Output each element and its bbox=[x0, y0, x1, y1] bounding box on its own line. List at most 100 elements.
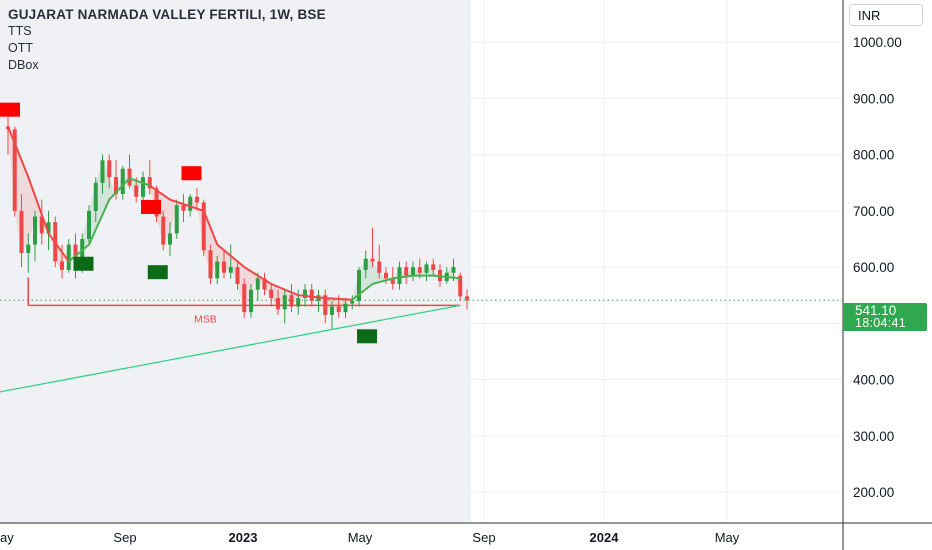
price-tick-label: 200.00 bbox=[853, 485, 894, 500]
time-tick-label: Sep bbox=[113, 530, 136, 545]
dbox-buy-marker bbox=[73, 256, 94, 271]
candle-body bbox=[303, 289, 307, 299]
candle bbox=[397, 261, 402, 290]
candle-body bbox=[262, 278, 267, 290]
candle-body bbox=[390, 278, 395, 284]
candle-body bbox=[222, 261, 226, 273]
candle-body bbox=[107, 160, 112, 178]
candle-body bbox=[255, 278, 260, 290]
candle-body bbox=[46, 222, 51, 234]
candle bbox=[222, 250, 226, 279]
candle-body bbox=[134, 185, 139, 197]
dbox-sell-marker bbox=[141, 199, 161, 214]
candle-body bbox=[289, 295, 294, 307]
support-trendline bbox=[0, 304, 461, 393]
symbol-title[interactable]: GUJARAT NARMADA VALLEY FERTILI, 1W, BSE bbox=[8, 7, 326, 22]
candle bbox=[282, 289, 287, 324]
candle-body bbox=[417, 267, 422, 273]
candle-body bbox=[242, 283, 247, 313]
price-tick-label: 800.00 bbox=[853, 148, 894, 163]
candle-body bbox=[465, 296, 469, 301]
candle bbox=[161, 210, 166, 251]
candle bbox=[93, 177, 98, 223]
candle bbox=[174, 199, 179, 240]
candle-body bbox=[330, 306, 334, 315]
candle-body bbox=[249, 289, 253, 313]
time-tick-label: Sep bbox=[472, 530, 495, 545]
candle bbox=[127, 154, 132, 189]
candle bbox=[323, 289, 328, 324]
candle-body bbox=[174, 205, 179, 234]
candle-body bbox=[12, 129, 17, 211]
candle bbox=[19, 194, 24, 268]
candle bbox=[377, 244, 382, 279]
candle bbox=[357, 267, 361, 307]
candle bbox=[147, 160, 152, 195]
candle bbox=[208, 244, 213, 284]
candle-body bbox=[269, 289, 274, 299]
candle-body bbox=[208, 250, 213, 279]
candle bbox=[370, 227, 375, 268]
bar-countdown: 18:04:41 bbox=[855, 316, 907, 330]
tts-fill-up bbox=[352, 258, 461, 301]
time-tick-label: May bbox=[715, 530, 740, 545]
candle-body bbox=[397, 267, 402, 284]
indicator-tts[interactable]: TTS bbox=[8, 24, 32, 38]
candle bbox=[26, 233, 31, 273]
tts-line-down bbox=[149, 184, 353, 301]
candle bbox=[411, 261, 415, 282]
candle-body bbox=[363, 258, 368, 270]
time-tick-label: May bbox=[348, 530, 373, 545]
candle-body bbox=[195, 196, 199, 203]
tts-line-up bbox=[68, 177, 151, 263]
candle bbox=[60, 244, 64, 279]
last-price-tag: 541.10 18:04:41 bbox=[843, 303, 927, 331]
candle-body bbox=[188, 196, 193, 211]
candle bbox=[87, 205, 91, 245]
candle bbox=[262, 272, 267, 296]
time-tick-label: 2024 bbox=[590, 530, 620, 545]
candle-body bbox=[26, 244, 31, 254]
candle-body bbox=[141, 177, 145, 197]
candle bbox=[269, 283, 274, 307]
candle-body bbox=[87, 210, 91, 240]
tts-line-down bbox=[7, 126, 70, 263]
indicator-ott[interactable]: OTT bbox=[8, 41, 33, 55]
candle bbox=[201, 199, 206, 256]
candle-body bbox=[80, 239, 85, 268]
candle-body bbox=[33, 216, 37, 245]
candle-body bbox=[377, 261, 382, 273]
candle-body bbox=[19, 210, 24, 254]
candle bbox=[249, 283, 253, 318]
currency-selector[interactable]: INR bbox=[849, 4, 923, 26]
candle bbox=[465, 289, 469, 310]
candle bbox=[296, 289, 301, 315]
price-tick-label: 600.00 bbox=[853, 260, 894, 275]
price-tick-label: 300.00 bbox=[853, 429, 894, 444]
candle-body bbox=[201, 202, 206, 251]
candle bbox=[39, 199, 44, 245]
candle-body bbox=[336, 306, 341, 313]
candle-body bbox=[451, 267, 456, 273]
candle-body bbox=[60, 261, 64, 270]
candle-body bbox=[411, 267, 415, 276]
candle bbox=[33, 210, 37, 262]
candle-body bbox=[215, 261, 220, 279]
candle-body bbox=[127, 168, 132, 186]
candle-body bbox=[370, 258, 375, 262]
candle-body bbox=[282, 295, 287, 310]
price-tick-label: 400.00 bbox=[853, 373, 894, 388]
candle-body bbox=[93, 182, 98, 211]
candle-body bbox=[39, 216, 44, 234]
candle-body bbox=[66, 244, 71, 270]
dbox-sell-marker bbox=[181, 166, 202, 181]
candle-body bbox=[343, 303, 348, 313]
candle bbox=[330, 300, 334, 329]
dbox-buy-marker bbox=[357, 329, 377, 344]
candle bbox=[424, 261, 429, 282]
candle-body bbox=[100, 160, 105, 183]
indicator-dbox[interactable]: DBox bbox=[8, 58, 39, 72]
candle-body bbox=[181, 205, 186, 211]
